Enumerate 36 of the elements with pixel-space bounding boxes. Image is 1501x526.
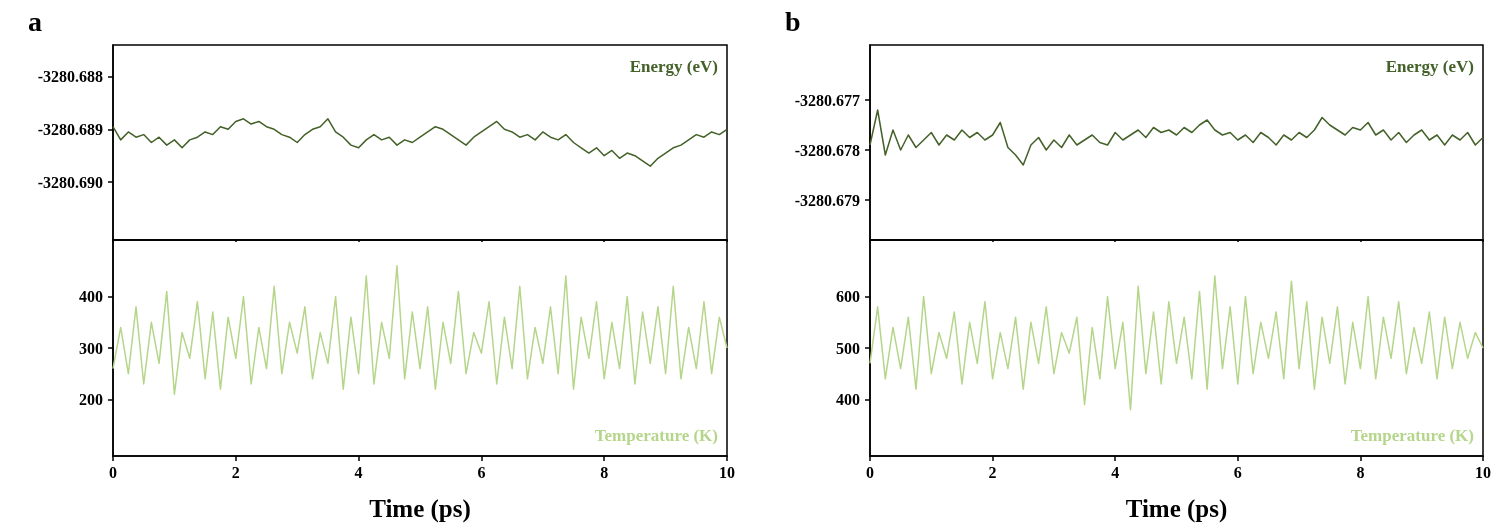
y-tick-label: -3280.689 (37, 120, 103, 138)
line-series (869, 275, 1484, 411)
x-tick-label: 4 (354, 463, 363, 481)
chart-title: a (28, 5, 42, 37)
chart-title: b (785, 5, 801, 37)
x-tick-label: 6 (1233, 463, 1242, 481)
y-tick-label: 600 (836, 288, 860, 306)
x-tick-label: 6 (477, 463, 486, 481)
x-tick-label: 10 (719, 463, 735, 481)
y-tick-label: -3280.688 (37, 68, 103, 86)
x-axis-title: Time (ps) (369, 495, 471, 523)
x-tick-label: 0 (109, 463, 117, 481)
x-tick-label: 8 (600, 463, 609, 481)
y-tick-label: -3280.679 (794, 191, 860, 209)
y-tick-label: 400 (79, 288, 103, 306)
x-tick-label: 8 (1356, 463, 1365, 481)
y-tick-label: -3280.677 (794, 91, 860, 109)
text: Energy (eV) (1385, 57, 1474, 76)
x-tick-label: 10 (1475, 463, 1491, 481)
text: Temperature (K) (594, 426, 719, 445)
x-axis-title: Time (ps) (1125, 495, 1228, 523)
y-tick-label: -3280.690 (37, 173, 103, 191)
y-tick-label: -3280.678 (794, 141, 860, 159)
text: Energy (eV) (629, 57, 718, 76)
y-tick-label: 200 (79, 390, 103, 408)
y-tick-label: 300 (79, 339, 103, 357)
x-tick-label: 2 (988, 463, 997, 481)
x-tick-label: 2 (231, 463, 240, 481)
y-tick-label: 500 (836, 339, 860, 357)
y-tick-label: 400 (836, 390, 860, 408)
line-series (112, 118, 728, 167)
x-tick-label: 0 (866, 463, 874, 481)
x-tick-label: 4 (1111, 463, 1120, 481)
line-series (112, 264, 728, 396)
line-series (869, 109, 1484, 166)
text: Temperature (K) (1350, 426, 1475, 445)
